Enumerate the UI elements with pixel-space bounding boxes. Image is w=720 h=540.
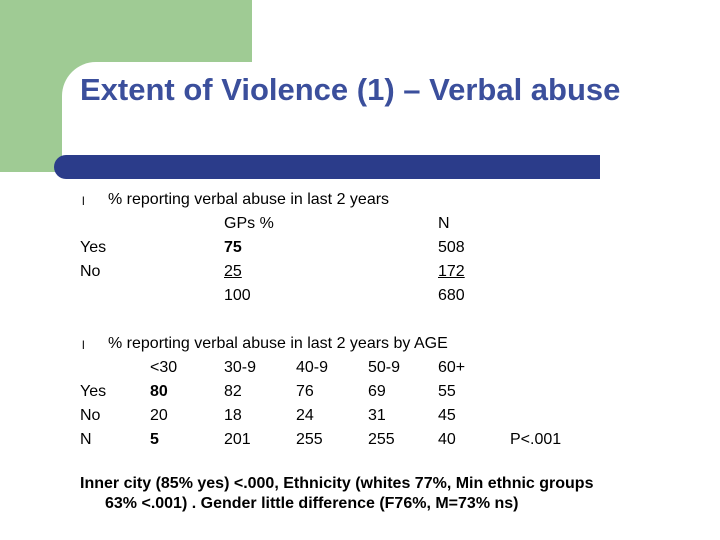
footnote-line-2: 63% <.001) . Gender little difference (F… [105,495,519,512]
age-header: 50-9 [368,359,401,376]
table-cell: 24 [296,407,314,424]
row-label-yes: Yes [80,239,107,256]
p-value: P<.001 [510,431,562,448]
table-cell: 201 [224,431,251,448]
cell-gps-yes: 75 [224,239,242,256]
col-header-n: N [438,215,450,232]
slide-title: Extent of Violence (1) – Verbal abuse [80,72,621,107]
table-cell: 18 [224,407,242,424]
age-header: 40-9 [296,359,329,376]
cell-n-total: 680 [438,287,465,304]
table-cell: 20 [150,407,168,424]
section1-heading: % reporting verbal abuse in last 2 years [108,191,390,208]
row-label-n: N [80,431,92,448]
section2-heading: % reporting verbal abuse in last 2 years… [108,335,448,352]
table-cell: 40 [438,431,456,448]
cell-gps-total: 100 [224,287,251,304]
cell-gps-no: 25 [224,263,242,280]
footnote-line-1: Inner city (85% yes) <.000, Ethnicity (w… [80,475,594,492]
cell-n-yes: 508 [438,239,465,256]
table-cell: 55 [438,383,456,400]
table-cell: 76 [296,383,314,400]
table-cell: 5 [150,431,159,448]
table-cell: 255 [368,431,395,448]
cell-n-no: 172 [438,263,465,280]
table-cell: 69 [368,383,386,400]
table-cell: 82 [224,383,242,400]
age-header: 30-9 [224,359,257,376]
table-cell: 31 [368,407,386,424]
slide-content-panel [62,62,720,540]
row-label-no: No [80,407,101,424]
col-header-gps: GPs % [224,215,274,232]
table-cell: 45 [438,407,456,424]
title-underline-bar [54,155,600,179]
row-label-yes: Yes [80,383,107,400]
age-header: 60+ [438,359,466,376]
footnote: Inner city (85% yes) <.000, Ethnicity (w… [80,474,680,514]
row-label-no: No [80,263,101,280]
bullet-icon: l [82,194,85,208]
table-cell: 80 [150,383,168,400]
bullet-icon: l [82,338,85,352]
age-header: <30 [150,359,178,376]
table-cell: 255 [296,431,323,448]
